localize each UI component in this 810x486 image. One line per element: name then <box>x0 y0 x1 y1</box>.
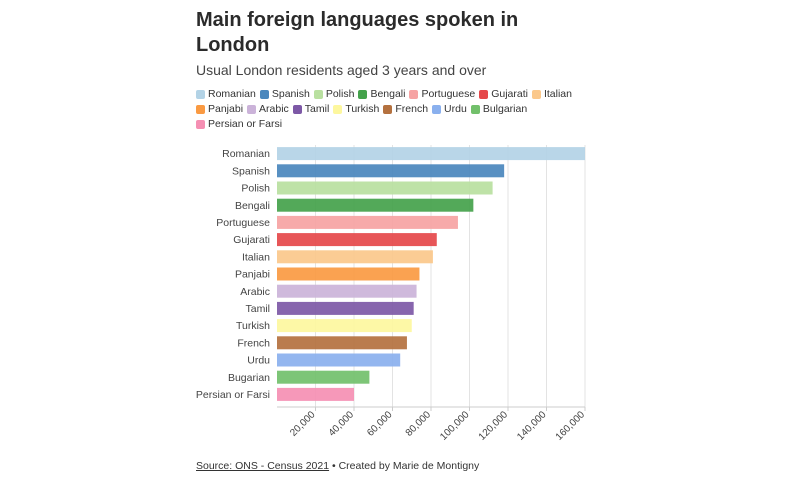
chart-legend: Romanian Spanish Polish Bengali Portuguese Gu… <box>196 88 596 131</box>
bar <box>277 164 505 178</box>
category-label: Persian or Farsi <box>196 389 270 401</box>
legend-item: Panjabi <box>196 103 243 116</box>
bar <box>277 284 417 298</box>
category-label: Portuguese <box>216 217 270 229</box>
category-label: Spanish <box>232 165 270 177</box>
legend-item: French <box>383 103 428 116</box>
legend-item: Romanian <box>196 88 256 101</box>
legend-label: Spanish <box>271 88 310 100</box>
bar <box>277 336 407 350</box>
legend-item: Spanish <box>259 88 310 101</box>
legend-item: Gujarati <box>479 88 528 101</box>
category-label: Turkish <box>236 320 270 332</box>
legend-swatch <box>479 90 489 99</box>
legend-swatch <box>470 105 480 114</box>
source-link[interactable]: Source: ONS - Census 2021 <box>196 460 330 472</box>
legend-label: Portuguese <box>421 88 476 100</box>
legend-label: Gujarati <box>491 88 528 100</box>
legend-label: Romanian <box>208 88 256 100</box>
legend-label: Arabic <box>259 103 289 115</box>
bar <box>277 181 493 195</box>
source-credit: Source: ONS - Census 2021 • Created by M… <box>196 460 479 472</box>
legend-label: Panjabi <box>208 103 244 115</box>
legend-swatch <box>358 90 368 99</box>
legend-item: Turkish <box>333 103 379 116</box>
category-label: Gujarati <box>233 234 270 246</box>
x-tick-label: 80,000 <box>404 409 434 439</box>
category-label: Italian <box>242 251 270 263</box>
legend-swatch <box>259 90 269 99</box>
bar <box>277 198 474 212</box>
legend-swatch <box>247 105 257 114</box>
x-tick-label: 100,000 <box>438 409 472 443</box>
legend-item: Arabic <box>247 103 289 116</box>
chart-subtitle: Usual London residents aged 3 years and … <box>196 62 487 78</box>
category-label: Polish <box>241 183 270 195</box>
legend-item: Polish <box>313 88 355 101</box>
legend-label: Turkish <box>345 103 380 115</box>
legend-swatch <box>196 120 205 129</box>
bar <box>277 215 458 229</box>
legend-label: Urdu <box>444 103 467 115</box>
category-label: Bugarian <box>228 372 270 384</box>
legend-label: Italian <box>543 88 572 100</box>
bar <box>277 353 401 367</box>
bar <box>277 267 420 281</box>
legend-label: Bulgarian <box>482 103 528 115</box>
category-label: Bengali <box>235 200 270 212</box>
legend-item: Bulgarian <box>470 103 528 116</box>
category-label: Romanian <box>222 148 270 160</box>
category-label: Urdu <box>247 355 270 367</box>
legend-label: Persian or Farsi <box>208 118 283 130</box>
legend-item: Bengali <box>358 88 405 101</box>
legend-swatch <box>409 90 419 99</box>
bar <box>277 301 414 315</box>
legend-label: Bengali <box>370 88 406 100</box>
bar <box>277 250 433 264</box>
category-label: French <box>237 337 270 349</box>
chart-title: Main foreign languages spoken in London <box>196 9 519 56</box>
legend-label: Tamil <box>304 103 330 115</box>
bar <box>277 370 370 384</box>
bar <box>277 147 585 161</box>
legend-swatch <box>292 105 302 114</box>
credit-separator: • <box>329 460 339 472</box>
legend-swatch <box>196 90 205 99</box>
legend-swatch <box>432 105 442 114</box>
x-tick-label: 40,000 <box>327 409 357 439</box>
bar <box>277 319 412 333</box>
category-label: Panjabi <box>235 269 270 281</box>
legend-item: Tamil <box>292 103 330 116</box>
x-tick-label: 60,000 <box>365 409 395 439</box>
legend-item: Italian <box>531 88 572 101</box>
legend-swatch <box>313 90 323 99</box>
credit-text: Created by Marie de Montigny <box>338 460 480 472</box>
legend-item: Urdu <box>432 103 467 116</box>
legend-swatch <box>531 90 541 99</box>
x-tick-label: 160,000 <box>554 409 588 443</box>
legend-swatch <box>383 105 393 114</box>
bar <box>277 233 437 247</box>
category-label: Tamil <box>245 303 270 315</box>
x-tick-label: 20,000 <box>288 409 318 439</box>
legend-item: Persian or Farsi <box>196 118 282 131</box>
legend-label: French <box>395 103 429 115</box>
legend-swatch <box>196 105 205 114</box>
legend-item: Portuguese <box>409 88 475 101</box>
x-tick-label: 120,000 <box>477 409 511 443</box>
category-label: Arabic <box>240 286 270 298</box>
legend-swatch <box>333 105 343 114</box>
bar <box>277 387 354 401</box>
x-tick-label: 140,000 <box>515 409 549 443</box>
legend-label: Polish <box>325 88 355 100</box>
